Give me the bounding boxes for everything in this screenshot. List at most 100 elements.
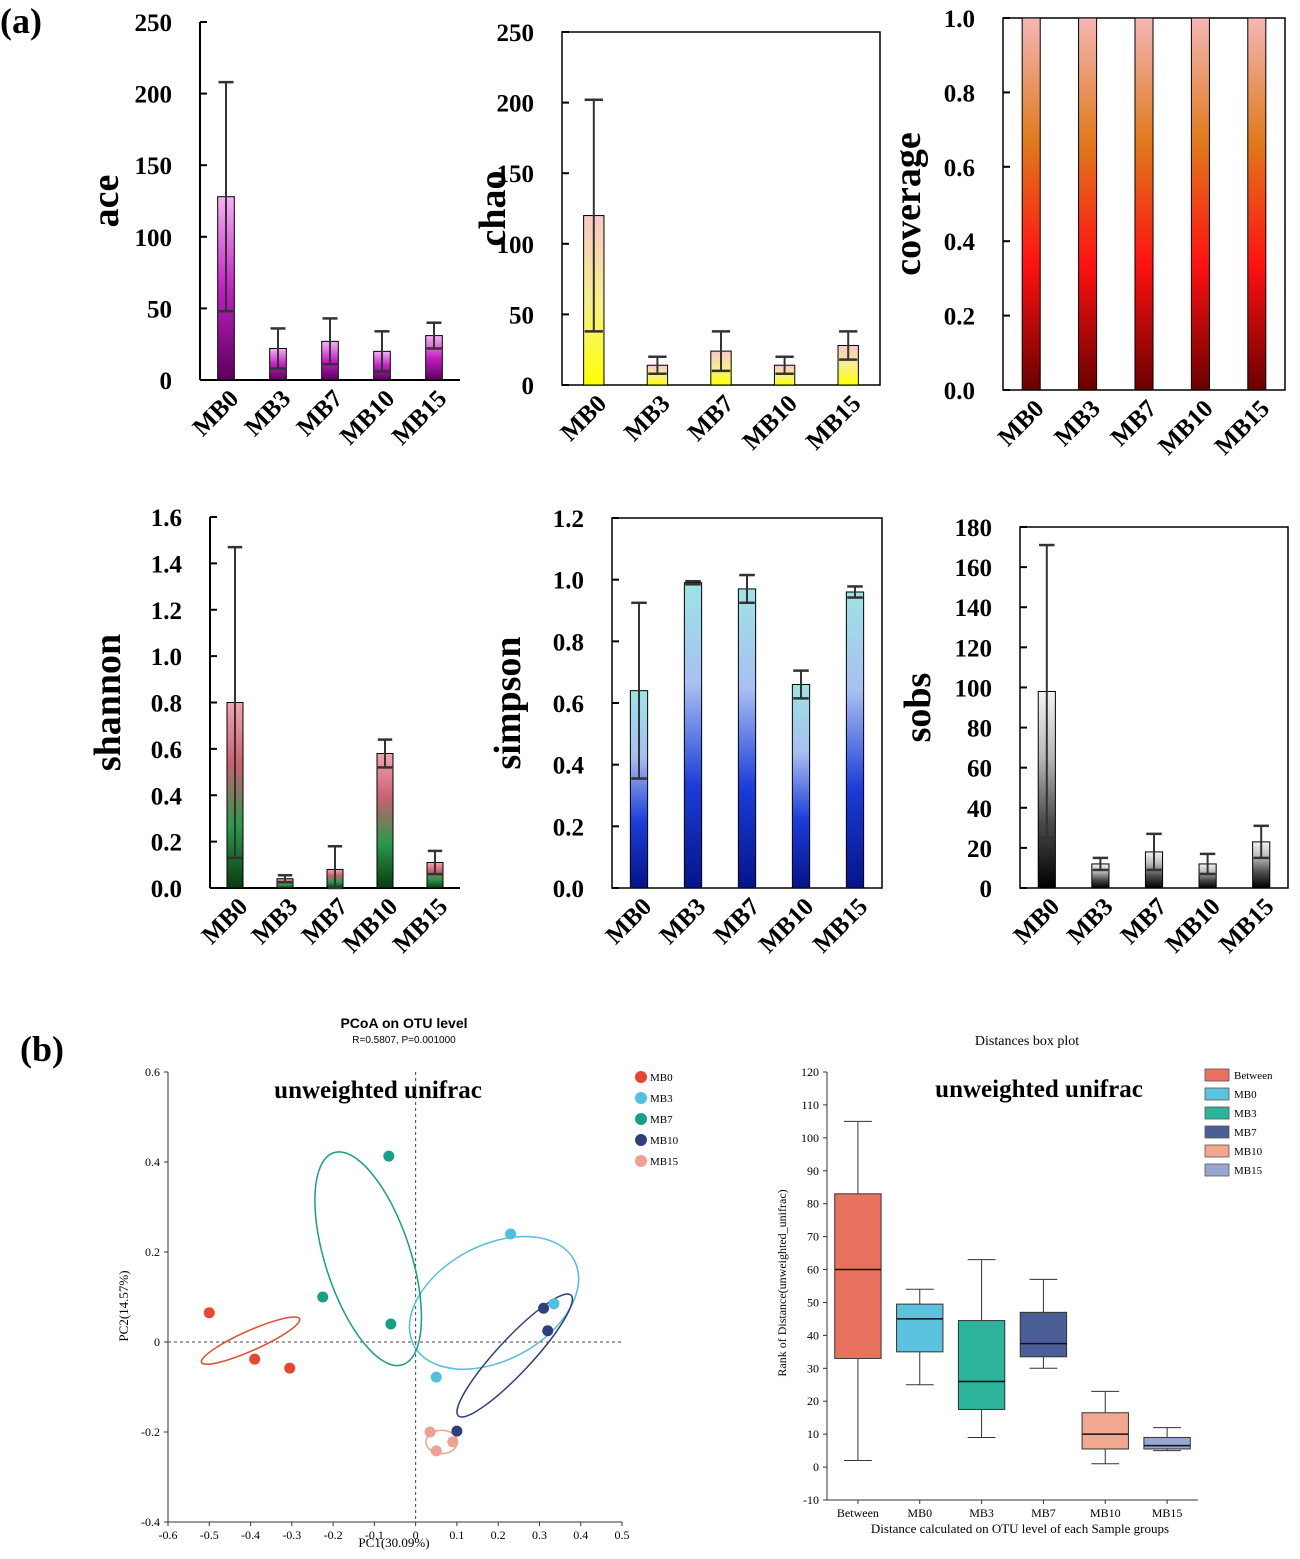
boxplot-x-tick-label: MB0 [907,1506,932,1520]
chao-y-tick-label: 200 [497,91,535,118]
ace-y-tick-label: 100 [135,225,173,252]
chao-y-tick-label: 0 [522,373,535,400]
chao-category-label: MB0 [556,390,612,446]
pcoa-point-mb7 [383,1150,395,1162]
boxplot-legend-swatch-between [1204,1068,1230,1082]
chao-y-tick-label: 100 [497,232,535,259]
coverage-category-label: MB7 [1106,395,1162,451]
boxplot-x-tick-label: MB15 [1152,1506,1183,1520]
coverage-bar-mb7 [1134,17,1154,391]
sobs-y-tick-label: 40 [967,796,992,823]
boxplot-legend-swatch-mb7 [1204,1125,1230,1139]
boxplot-y-axis-label: Rank of Distance(unweighted_unifrac) [775,1189,789,1376]
pcoa-legend-marker-mb7 [635,1113,647,1125]
boxplot-legend-swatch-mb15 [1204,1163,1230,1177]
coverage-y-tick-label: 0.6 [944,155,975,182]
boxplot-x-tick-label: Between [837,1506,879,1520]
boxplot-box-mb3 [957,1320,1006,1410]
pcoa-point-mb3 [430,1371,442,1383]
shannon-y-tick-label: 0.8 [151,691,182,718]
simpson-y-tick-label: 0.2 [553,814,584,841]
ace-y-tick-label: 200 [135,82,173,109]
chao-y-tick-label: 150 [497,161,535,188]
boxplot-legend-label: MB15 [1234,1165,1263,1177]
boxplot-legend-swatch-mb3 [1204,1106,1230,1120]
pcoa-x-tick-label: -0.5 [200,1528,219,1542]
simpson-bar-mb10 [791,684,811,889]
ace-y-tick-label: 50 [147,296,172,323]
boxplot-y-tick-label: -10 [803,1493,819,1507]
boxplot-title: Distances box plot [975,1034,1079,1049]
coverage-y-tick-label: 0.0 [944,378,975,405]
pcoa-y-tick-label: -0.2 [141,1425,160,1439]
sobs-y-tick-label: 80 [967,716,992,743]
coverage-bar-mb10 [1190,17,1210,391]
shannon-y-tick-label: 0.0 [151,876,182,903]
boxplot-x-tick-label: MB10 [1090,1506,1121,1520]
ace-category-label: MB15 [387,385,452,450]
pcoa-x-tick-label: -0.3 [282,1528,301,1542]
ace-y-tick-label: 250 [135,10,173,37]
pcoa-point-mb15 [424,1426,436,1438]
sobs-category-label: MB10 [1161,893,1226,958]
pcoa-x-tick-label: 0.5 [615,1528,630,1542]
pcoa-x-tick-label: -0.4 [241,1528,260,1542]
sobs-y-tick-label: 60 [967,756,992,783]
boxplot-legend-swatch-mb10 [1204,1144,1230,1158]
pcoa-x-tick-label: 0.3 [532,1528,547,1542]
pcoa-y-tick-label: 0.6 [145,1065,160,1079]
boxplot-y-tick-label: 90 [807,1164,819,1178]
ace-y-tick-label: 0 [160,368,173,395]
simpson-y-tick-label: 0.6 [553,691,584,718]
pcoa-legend-marker-mb0 [635,1071,647,1083]
shannon-category-label: MB10 [338,893,403,958]
boxplot-y-tick-label: 80 [807,1197,819,1211]
sobs-y-tick-label: 20 [967,836,992,863]
boxplot-y-tick-label: 30 [807,1361,819,1375]
pcoa-x-tick-label: 0.2 [491,1528,506,1542]
pcoa-title: PCoA on OTU level [340,1015,467,1031]
boxplot-legend-label: Between [1234,1070,1273,1082]
sobs-category-label: MB15 [1214,893,1279,958]
boxplot-y-tick-label: 40 [807,1328,819,1342]
pcoa-y-tick-label: 0 [154,1335,160,1349]
pcoa-y-axis-label: PC2(14.57%) [116,1270,131,1341]
pcoa-x-tick-label: 0.4 [573,1528,588,1542]
chao-category-label: MB7 [683,390,739,446]
shannon-category-label: MB15 [388,893,453,958]
simpson-bar-mb15 [845,591,865,889]
pcoa-point-mb15 [430,1445,442,1457]
pcoa-subtitle: R=0.5807, P=0.001000 [352,1035,456,1046]
boxplot-y-tick-label: 120 [801,1065,819,1079]
pcoa-x-tick-label: 0.1 [449,1528,464,1542]
ace-category-label: MB0 [188,385,244,441]
coverage-y-axis-label: coverage [887,132,929,275]
chao-category-label: MB15 [801,390,866,455]
pcoa-x-tick-label: 0 [413,1528,419,1542]
shannon-bar-mb10 [376,753,394,889]
simpson-y-tick-label: 0.4 [553,753,585,780]
sobs-y-tick-label: 120 [955,635,993,662]
pcoa-x-tick-label: -0.6 [159,1528,178,1542]
sobs-y-tick-label: 160 [955,555,993,582]
coverage-bar-mb15 [1247,17,1267,391]
pcoa-ellipse-mb7 [314,1151,423,1367]
pcoa-point-mb7 [385,1318,397,1330]
pcoa-point-mb7 [317,1291,329,1303]
chao-y-tick-label: 50 [509,302,534,329]
panel-label-a: (a) [0,1,42,41]
pcoa-annotation: unweighted unifrac [274,1077,482,1104]
sobs-y-axis-label: sobs [897,673,939,743]
sobs-y-tick-label: 100 [955,675,993,702]
pcoa-legend-marker-mb15 [635,1155,647,1167]
boxplot-legend-swatch-mb0 [1204,1087,1230,1101]
boxplot-box-mb15 [1143,1436,1191,1450]
shannon-category-label: MB0 [197,893,253,949]
shannon-y-axis-label: shannon [87,634,129,771]
boxplot-y-tick-label: 60 [807,1263,819,1277]
simpson-category-label: MB15 [808,893,873,958]
simpson-bar-mb3 [683,582,703,889]
sobs-y-tick-label: 0 [980,876,993,903]
boxplot-legend-label: MB7 [1234,1127,1257,1139]
